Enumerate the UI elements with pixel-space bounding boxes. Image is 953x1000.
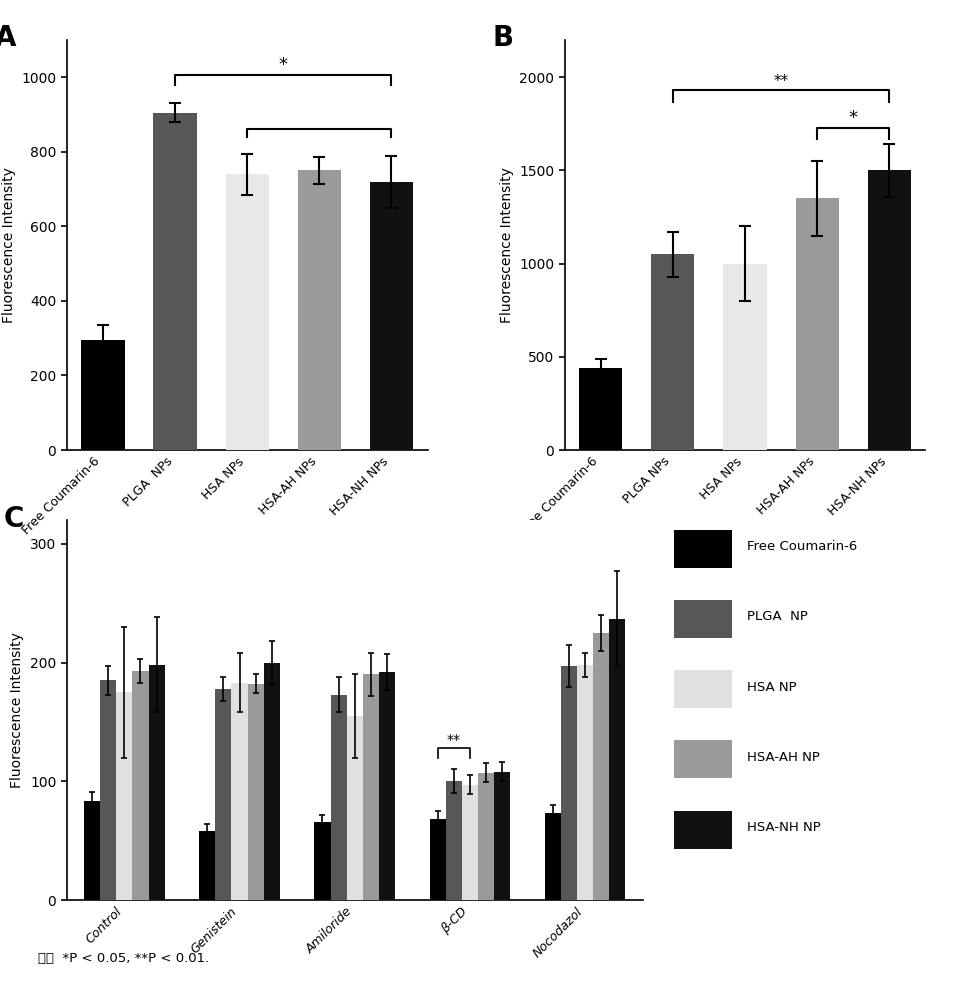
Bar <box>577 665 593 900</box>
Bar <box>116 692 132 900</box>
Bar <box>370 182 413 450</box>
Bar <box>674 600 731 638</box>
Text: B: B <box>492 24 513 52</box>
Bar <box>494 772 510 900</box>
Bar <box>346 716 362 900</box>
Bar <box>651 254 694 450</box>
Bar <box>153 113 196 450</box>
Bar <box>674 740 731 778</box>
Bar <box>560 666 577 900</box>
Text: **: ** <box>446 733 460 747</box>
Y-axis label: Fluorescence Intensity: Fluorescence Intensity <box>2 167 15 323</box>
Bar <box>81 340 125 450</box>
Text: PLGA  NP: PLGA NP <box>746 610 807 623</box>
Y-axis label: Fluorescence Intensity: Fluorescence Intensity <box>499 167 513 323</box>
Bar <box>429 819 445 900</box>
Bar <box>866 170 910 450</box>
Bar <box>795 198 838 450</box>
Bar <box>100 680 116 900</box>
Bar <box>225 174 269 450</box>
Bar <box>132 671 149 900</box>
Bar <box>199 831 215 900</box>
Bar <box>232 683 248 900</box>
Bar <box>461 785 477 900</box>
Bar <box>674 670 731 708</box>
Bar <box>362 674 378 900</box>
Bar <box>149 665 165 900</box>
Bar <box>722 264 766 450</box>
Bar <box>314 822 330 900</box>
Bar <box>445 781 461 900</box>
Bar <box>84 801 100 900</box>
Bar <box>477 773 494 900</box>
Bar <box>674 811 731 849</box>
Text: **: ** <box>773 74 788 89</box>
Y-axis label: Fluorescence Intensity: Fluorescence Intensity <box>10 632 25 788</box>
Bar <box>578 368 621 450</box>
Bar <box>609 619 625 900</box>
Bar <box>378 672 395 900</box>
Bar <box>544 813 560 900</box>
Bar <box>330 695 346 900</box>
Text: 注：  *P < 0.05, **P < 0.01.: 注： *P < 0.05, **P < 0.01. <box>38 952 210 965</box>
Bar <box>248 684 263 900</box>
Text: A: A <box>0 24 16 52</box>
Text: C: C <box>4 505 24 533</box>
Bar <box>593 633 609 900</box>
Text: *: * <box>848 109 857 127</box>
Text: HSA NP: HSA NP <box>746 681 796 694</box>
Text: Free Coumarin-6: Free Coumarin-6 <box>746 540 857 553</box>
Bar <box>215 689 232 900</box>
Text: *: * <box>278 56 288 74</box>
Bar <box>263 662 279 900</box>
Bar <box>297 170 340 450</box>
Text: HSA-NH NP: HSA-NH NP <box>746 821 821 834</box>
Text: HSA-AH NP: HSA-AH NP <box>746 751 820 764</box>
Bar <box>674 530 731 568</box>
